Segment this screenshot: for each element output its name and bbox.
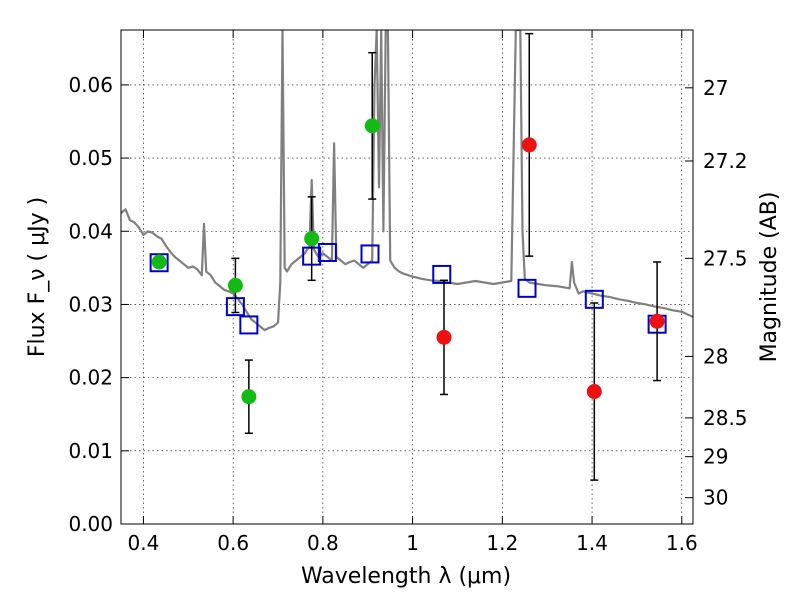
y-tick-label: 0.05 — [68, 146, 113, 170]
y-tick-label: 0.06 — [68, 73, 113, 97]
plot-area — [121, 30, 693, 481]
y-tick-label: 0.01 — [68, 439, 113, 463]
y-axis-label: Flux F_ν ( μJy ) — [25, 197, 50, 357]
axes: 0.4 0.6 0.8 1 1.2 1.4 1.6 0.00 0.01 0.02 0.03 0.04 0… — [68, 30, 748, 555]
x-axis-label: Wavelength λ (μm) — [301, 564, 511, 589]
observed-point — [364, 118, 380, 134]
observed-point — [227, 277, 243, 293]
model-photometry-square — [432, 264, 452, 284]
model-photometry-square — [149, 253, 169, 273]
right-tick-label: 28.5 — [703, 406, 748, 430]
model-photometry-square — [317, 242, 337, 262]
right-tick-label: 28 — [703, 344, 728, 368]
model-photometry-square — [360, 244, 380, 264]
right-tick-label: 29 — [703, 445, 728, 469]
y-tick-label: 0.04 — [68, 219, 113, 243]
x-tick-label: 1.2 — [486, 531, 518, 555]
observed-point — [586, 384, 602, 400]
x-tick-label: 0.6 — [217, 531, 249, 555]
observed-point — [649, 313, 665, 329]
x-tick-label: 1.6 — [666, 531, 698, 555]
y-tick-label: 0.03 — [68, 292, 113, 316]
right-tick-label: 27.5 — [703, 246, 748, 270]
right-tick-label: 30 — [703, 486, 728, 510]
observed-point — [151, 254, 167, 270]
model-spectrum-line — [121, 30, 693, 332]
observed-point — [304, 231, 320, 247]
x-tick-label: 0.4 — [128, 531, 160, 555]
right-tick-label: 27.2 — [703, 149, 748, 173]
observed-point — [521, 137, 537, 153]
y-tick-label: 0.00 — [68, 512, 113, 536]
x-tick-label: 1 — [406, 531, 419, 555]
x-tick-label: 0.8 — [307, 531, 339, 555]
observed-point — [241, 389, 257, 405]
right-tick-label: 27 — [703, 76, 728, 100]
model-photometry-square — [517, 278, 537, 298]
plot-frame — [120, 29, 694, 525]
observed-point — [436, 329, 452, 345]
model-photometry-square — [239, 315, 259, 335]
grid-lines — [121, 30, 693, 525]
y-tick-label: 0.02 — [68, 366, 113, 390]
x-tick-label: 1.4 — [576, 531, 608, 555]
right-axis-label: Magnitude (AB) — [757, 192, 782, 363]
